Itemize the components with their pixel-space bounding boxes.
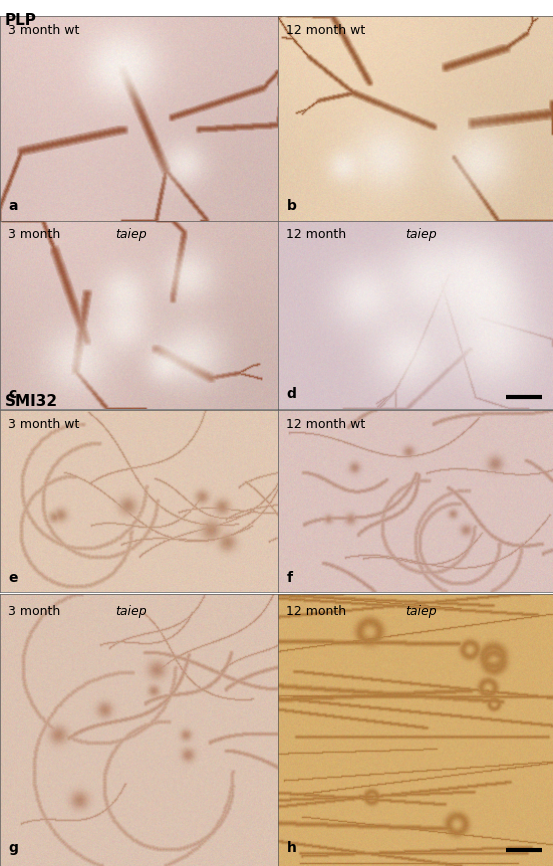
Text: a: a [8, 198, 18, 213]
Text: f: f [286, 571, 293, 585]
Text: 12 month wt: 12 month wt [286, 23, 366, 36]
Text: taiep: taiep [405, 605, 437, 618]
Text: 3 month wt: 3 month wt [8, 417, 80, 430]
Text: 12 month: 12 month [286, 605, 351, 618]
Text: e: e [8, 571, 18, 585]
Text: g: g [8, 841, 18, 855]
Text: d: d [286, 387, 296, 401]
Text: 3 month: 3 month [8, 605, 65, 618]
Text: 12 month: 12 month [286, 229, 351, 242]
Text: taiep: taiep [115, 605, 147, 618]
Text: taiep: taiep [115, 229, 147, 242]
Text: 3 month: 3 month [8, 229, 65, 242]
Text: b: b [286, 198, 296, 213]
Text: h: h [286, 841, 296, 855]
Text: SMI32: SMI32 [4, 394, 58, 409]
Text: PLP: PLP [4, 13, 36, 28]
Text: c: c [8, 387, 17, 401]
Text: 3 month wt: 3 month wt [8, 23, 80, 36]
Text: taiep: taiep [405, 229, 437, 242]
Text: 12 month wt: 12 month wt [286, 417, 366, 430]
